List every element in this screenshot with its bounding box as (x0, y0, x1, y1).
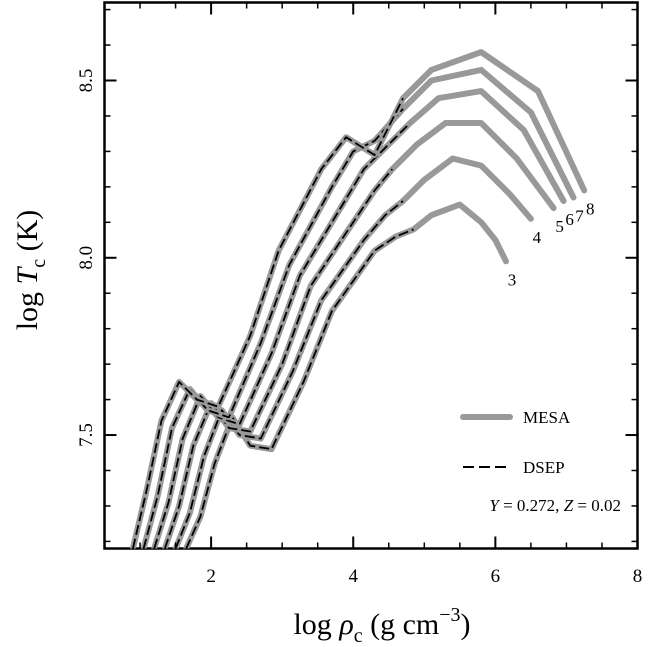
series-layer (129, 49, 588, 549)
y-tick-label: 8.5 (76, 69, 97, 93)
x-tick-label: 8 (633, 566, 643, 587)
dsep-track-3 (185, 228, 414, 549)
mass-label-5: 5 (555, 217, 564, 236)
mesa-track-6 (151, 88, 567, 549)
x-tick-label: 2 (206, 566, 216, 587)
mass-label-4: 4 (533, 228, 542, 247)
dsep-track-4 (174, 200, 404, 549)
mass-label-3: 3 (508, 270, 517, 289)
y-tick-label: 7.5 (76, 423, 97, 447)
axis-ticks (103, 2, 639, 549)
x-tick-label: 4 (348, 566, 358, 587)
mesa-track-5 (161, 120, 557, 549)
mass-label-7: 7 (575, 207, 584, 226)
mass-label-8: 8 (586, 199, 595, 218)
dsep-track-8 (132, 97, 404, 549)
y-tick-labels: 7.5 8.0 8.5 (76, 69, 97, 447)
dsep-track-6 (153, 122, 411, 549)
legend-mesa-label: MESA (523, 408, 571, 427)
mass-labels: 3 45 6 7 8 (508, 199, 595, 289)
dsep-track-7 (142, 108, 404, 549)
y-tick-label: 8.0 (76, 246, 97, 270)
x-tick-label: 6 (491, 566, 501, 587)
plot-frame (103, 1, 639, 550)
dsep-track-5 (164, 168, 393, 549)
mass-label-6: 6 (565, 210, 574, 229)
x-tick-labels: 2 4 6 8 (206, 566, 642, 587)
legend-dsep-label: DSEP (523, 458, 565, 477)
composition-annotation: Y = 0.272, Z = 0.02 (489, 496, 621, 515)
legend: MESA DSEP (460, 408, 571, 477)
x-axis-title: log ρc (g cm−3) (293, 604, 470, 647)
y-axis-title: log Tc (K) (11, 210, 50, 331)
